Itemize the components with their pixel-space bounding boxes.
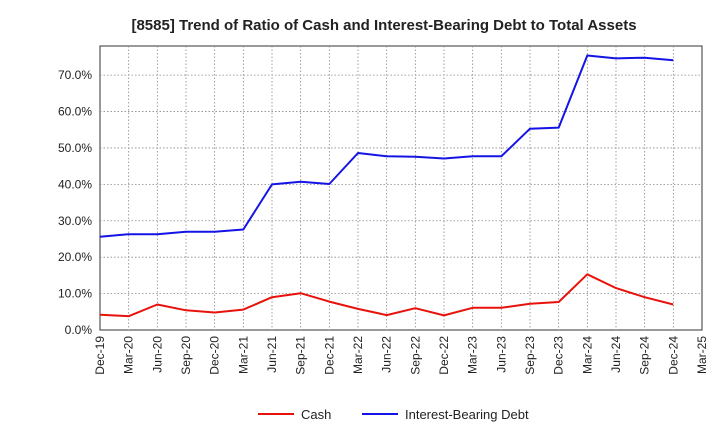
x-tick-label: Mar-20 <box>122 336 136 374</box>
x-tick-label: Mar-22 <box>351 336 365 374</box>
y-tick-label: 60.0% <box>58 105 92 119</box>
legend-label-interest-bearing-debt: Interest-Bearing Debt <box>405 407 529 422</box>
x-tick-label: Dec-21 <box>322 336 336 375</box>
x-tick-label: Jun-21 <box>265 336 279 373</box>
x-tick-label: Dec-19 <box>93 336 107 375</box>
plot-area <box>99 45 703 331</box>
x-tick-label: Sep-22 <box>408 336 422 375</box>
x-tick-label: Sep-23 <box>523 336 537 375</box>
y-tick-label: 70.0% <box>58 68 92 82</box>
x-tick-label: Mar-23 <box>466 336 480 374</box>
x-tick-label: Dec-22 <box>437 336 451 375</box>
x-axis-labels: Dec-19 Mar-20 Jun-20 Sep-20 Dec-20 Mar-21 Jun-… <box>93 336 709 375</box>
chart-title: [8585] Trend of Ratio of Cash and Intere… <box>131 17 636 34</box>
x-tick-label: Mar-25 <box>695 336 709 374</box>
x-tick-label: Jun-23 <box>494 336 508 373</box>
x-tick-label: Mar-21 <box>236 336 250 374</box>
x-tick-label: Sep-21 <box>294 336 308 375</box>
y-tick-label: 20.0% <box>58 250 92 264</box>
y-tick-label: 40.0% <box>58 177 92 191</box>
series-line-cash <box>99 273 674 318</box>
x-tick-label: Jun-20 <box>150 336 164 373</box>
legend-label-cash: Cash <box>301 407 331 422</box>
x-tick-label: Sep-20 <box>179 336 193 375</box>
x-tick-label: Jun-22 <box>380 336 394 373</box>
series-lines <box>99 54 674 318</box>
y-tick-label: 10.0% <box>58 287 92 301</box>
y-tick-label: 50.0% <box>58 141 92 155</box>
y-axis-labels: 0.0% 10.0% 20.0% 30.0% 40.0% 50.0% 60.0% 70.0% <box>58 68 92 337</box>
legend: Cash Interest-Bearing Debt <box>258 407 529 422</box>
x-tick-label: Dec-24 <box>666 336 680 375</box>
x-tick-label: Dec-20 <box>208 336 222 375</box>
y-tick-label: 0.0% <box>65 323 93 337</box>
series-line-interest-bearing-debt <box>99 54 674 238</box>
grid-horizontal <box>100 74 702 294</box>
x-tick-label: Dec-23 <box>552 336 566 375</box>
x-tick-label: Mar-24 <box>580 336 594 374</box>
x-tick-label: Sep-24 <box>638 336 652 375</box>
y-tick-label: 30.0% <box>58 214 92 228</box>
x-tick-label: Jun-24 <box>609 336 623 373</box>
